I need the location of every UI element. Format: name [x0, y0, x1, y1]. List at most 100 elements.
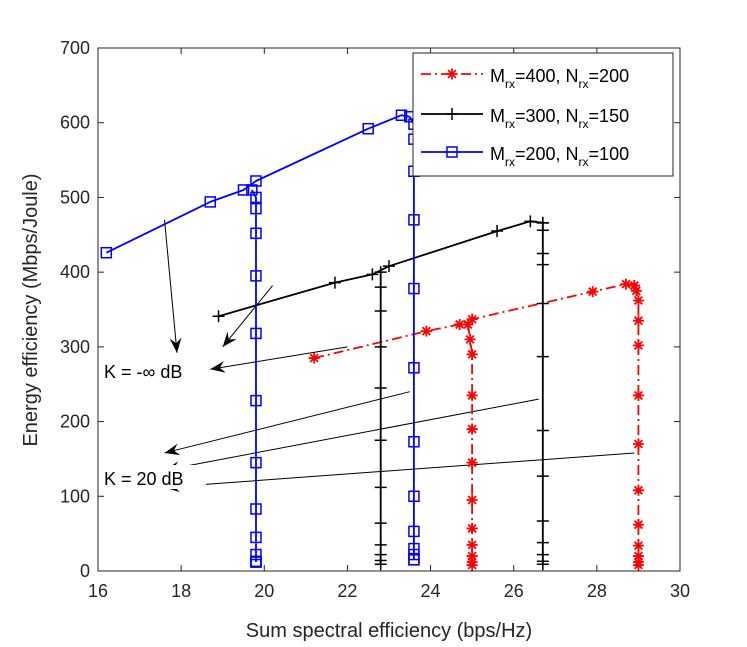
annotation-k-minus-inf: K = -∞ dB	[102, 358, 210, 382]
annotation-arrowhead	[222, 331, 237, 347]
data-point	[632, 438, 644, 450]
data-point	[632, 484, 644, 496]
y-tick-label: 700	[60, 38, 90, 58]
data-point	[374, 304, 387, 317]
data-point	[536, 470, 549, 483]
data-series	[308, 278, 644, 571]
y-tick-label: 200	[60, 412, 90, 432]
data-point	[250, 503, 262, 515]
annotation-k-minus-inf-label: K = -∞ dB	[104, 362, 182, 382]
x-axis-title: Sum spectral efficiency (bps/Hz)	[246, 620, 532, 642]
data-point	[250, 556, 262, 568]
data-point	[250, 327, 262, 340]
legend-entry-label: Mrx=200, Nrx=100	[490, 144, 629, 169]
annotation-arrow	[164, 398, 539, 471]
data-point	[536, 536, 549, 549]
data-point	[632, 559, 644, 571]
x-tick-label: 22	[337, 581, 357, 601]
data-point	[587, 286, 599, 298]
data-point	[466, 348, 478, 360]
series-line	[251, 189, 257, 563]
data-point	[446, 108, 458, 120]
data-point	[374, 434, 387, 447]
data-point	[383, 260, 395, 273]
legend-entry-label: Mrx=300, Nrx=150	[490, 106, 629, 131]
y-tick-label: 0	[80, 561, 90, 581]
data-point	[408, 435, 420, 448]
data-point	[446, 146, 458, 158]
data-point	[466, 550, 478, 562]
data-point	[420, 325, 432, 337]
data-point	[408, 282, 420, 295]
data-point	[250, 548, 262, 561]
annotation-arrow	[164, 219, 178, 353]
data-point	[374, 517, 387, 530]
data-point	[446, 68, 458, 80]
data-point	[395, 109, 408, 121]
data-point	[374, 340, 387, 353]
data-point	[466, 522, 478, 534]
data-point	[454, 318, 466, 330]
data-point	[374, 281, 387, 294]
data-point	[204, 196, 216, 208]
data-point	[408, 542, 420, 555]
data-point	[491, 225, 504, 238]
data-point	[536, 350, 549, 363]
annotation-k-20-box	[102, 465, 206, 489]
x-tick-label: 20	[254, 581, 274, 601]
y-tick-label: 500	[60, 187, 90, 207]
data-point	[250, 456, 262, 469]
data-point	[536, 558, 549, 571]
y-tick-label: 400	[60, 262, 90, 282]
data-point	[630, 285, 642, 297]
data-point	[536, 424, 549, 437]
annotation-arrowhead	[169, 337, 182, 353]
annotation-k-minus-inf-box	[102, 358, 210, 382]
y-tick-label: 300	[60, 337, 90, 357]
data-point	[536, 258, 549, 271]
x-tick-label: 26	[504, 581, 524, 601]
data-point	[374, 558, 387, 571]
annotation-k-20: K = 20 dB	[102, 465, 206, 489]
data-point	[250, 394, 262, 407]
data-point	[308, 352, 320, 364]
data-point	[362, 122, 374, 135]
data-point	[250, 227, 262, 240]
y-tick-label: 600	[60, 113, 90, 133]
data-point	[628, 280, 640, 292]
annotation-arrow	[164, 452, 635, 488]
annotation-arrowhead	[164, 443, 181, 456]
data-point	[250, 202, 262, 215]
data-point	[408, 362, 420, 374]
data-point	[536, 224, 549, 237]
data-point	[536, 297, 549, 310]
data-point	[408, 525, 420, 538]
data-point	[212, 310, 225, 323]
data-point	[632, 540, 644, 552]
data-point	[466, 539, 478, 551]
data-point	[466, 494, 478, 506]
data-point	[466, 313, 478, 325]
annotation-arrow	[164, 391, 410, 454]
legend: Mrx=400, Nrx=200 Mrx=300, Nrx=150 Mrx=20…	[412, 52, 674, 177]
data-point	[620, 278, 632, 290]
data-point	[374, 381, 387, 394]
data-point	[237, 184, 250, 196]
data-point	[374, 481, 387, 494]
data-point	[466, 559, 478, 571]
data-point	[466, 457, 478, 469]
annotation-arrow	[222, 285, 273, 348]
data-point	[100, 246, 113, 259]
data-point	[632, 519, 644, 531]
data-point	[632, 550, 644, 562]
data-point	[466, 423, 478, 435]
annotation-arrow	[210, 346, 348, 370]
legend-entry-label: Mrx=400, Nrx=200	[490, 66, 629, 91]
data-point	[466, 389, 478, 401]
data-point	[250, 531, 262, 544]
x-tick-label: 28	[587, 581, 607, 601]
data-point	[250, 270, 262, 282]
legend-samples	[421, 68, 483, 158]
